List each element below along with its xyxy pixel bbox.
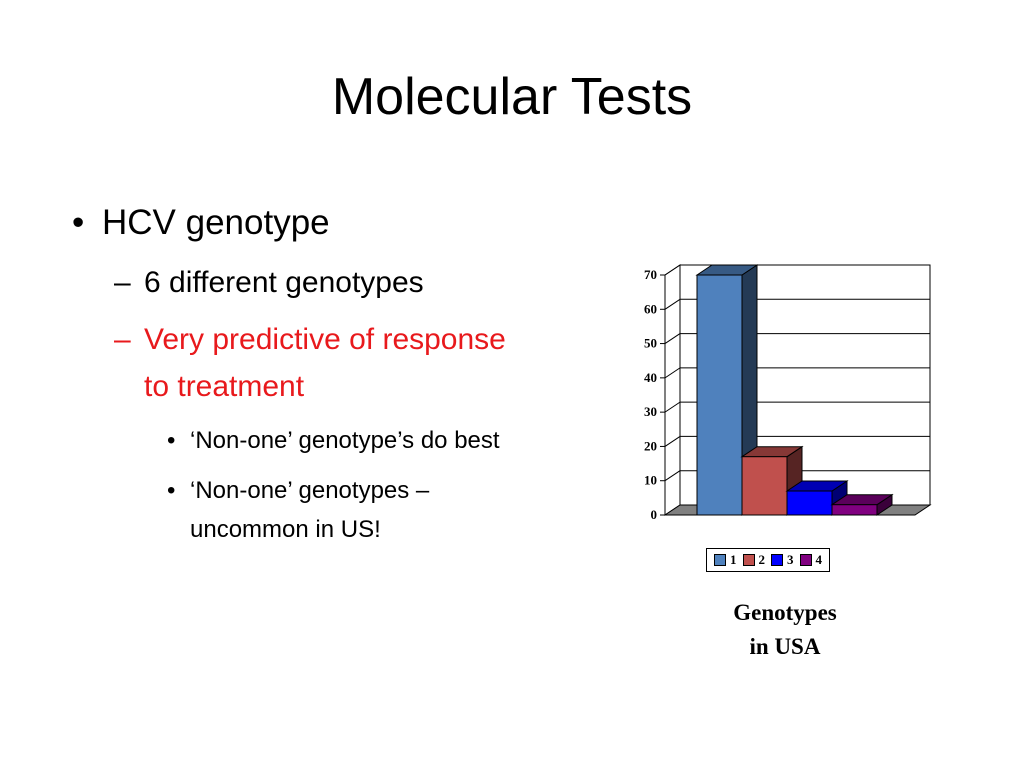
- legend-swatch: [771, 554, 783, 566]
- y-tick-label: 0: [651, 507, 658, 522]
- chart-caption: Genotypes in USA: [690, 596, 880, 664]
- bar-front: [741, 456, 788, 516]
- legend-swatch: [742, 554, 755, 566]
- y-tick-label: 20: [644, 438, 657, 453]
- y-tick-label: 10: [644, 473, 657, 488]
- bullet-text-hcv-genotype: HCV genotype: [102, 203, 330, 242]
- bullet-marker-small-b: •: [167, 477, 176, 504]
- dash-marker-a: –: [114, 266, 131, 299]
- bar-front: [696, 274, 743, 516]
- chart-y-tick-labels: 0 10 20 30 40 50 60 70: [644, 267, 657, 522]
- gridline-side: [664, 367, 681, 379]
- legend-label: 1: [730, 552, 737, 567]
- gridline-side: [664, 264, 681, 276]
- subsubbullet-uncommon-line2: uncommon in US!: [190, 516, 381, 543]
- subbullet-predictive-line1: Very predictive of response: [144, 323, 506, 356]
- gridline-side: [664, 298, 681, 310]
- chart-legend: 1 2 3 4: [706, 548, 830, 572]
- gridline-side: [664, 401, 681, 413]
- y-tick-label: 50: [644, 336, 657, 351]
- y-tick-label: 60: [644, 301, 657, 316]
- bar-front: [786, 490, 833, 516]
- chart-bars: [695, 264, 894, 516]
- legend-item: 2: [742, 552, 766, 568]
- y-tick-label: 30: [644, 404, 657, 419]
- legend-item: 1: [714, 552, 737, 568]
- legend-label: 3: [787, 552, 794, 567]
- subbullet-predictive-line2: to treatment: [144, 370, 305, 403]
- bullet-list: • HCV genotype – 6 different genotypes –…: [0, 0, 620, 600]
- subbullet-six-genotypes: 6 different genotypes: [144, 266, 424, 299]
- bar-front: [831, 504, 878, 516]
- caption-line2: in USA: [749, 634, 821, 659]
- slide-title: Molecular Tests: [331, 68, 693, 126]
- gridline-side: [664, 470, 681, 482]
- legend-label: 2: [758, 552, 766, 567]
- legend-swatch: [714, 554, 726, 566]
- legend-item: 3: [771, 552, 794, 568]
- dash-marker-b: –: [114, 323, 131, 356]
- y-tick-label: 70: [644, 267, 657, 282]
- side-wall: [664, 264, 681, 516]
- caption-line1: Genotypes: [733, 600, 837, 625]
- bullet-marker-small-a: •: [167, 427, 176, 454]
- chart-y-axis: [660, 274, 666, 516]
- legend-swatch: [799, 554, 812, 566]
- subsubbullet-non-one-best: ‘Non-one’ genotype’s do best: [190, 427, 500, 454]
- subsubbullet-uncommon-line1: ‘Non-one’ genotypes –: [190, 477, 430, 504]
- bar-4: [830, 493, 894, 516]
- gridline-side: [664, 333, 681, 344]
- bullet-marker: •: [72, 203, 85, 242]
- bar-2: [740, 445, 804, 516]
- bar-1: [695, 264, 759, 516]
- gridline-side: [664, 436, 681, 447]
- legend-item: 4: [799, 552, 823, 568]
- y-tick-label: 40: [644, 370, 657, 385]
- genotype-bar-chart: 0 10 20 30 40 50 60 70: [644, 264, 932, 522]
- legend-label: 4: [815, 552, 823, 567]
